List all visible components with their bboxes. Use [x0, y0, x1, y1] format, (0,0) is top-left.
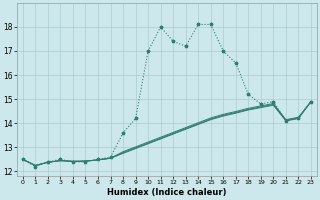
X-axis label: Humidex (Indice chaleur): Humidex (Indice chaleur): [107, 188, 227, 197]
